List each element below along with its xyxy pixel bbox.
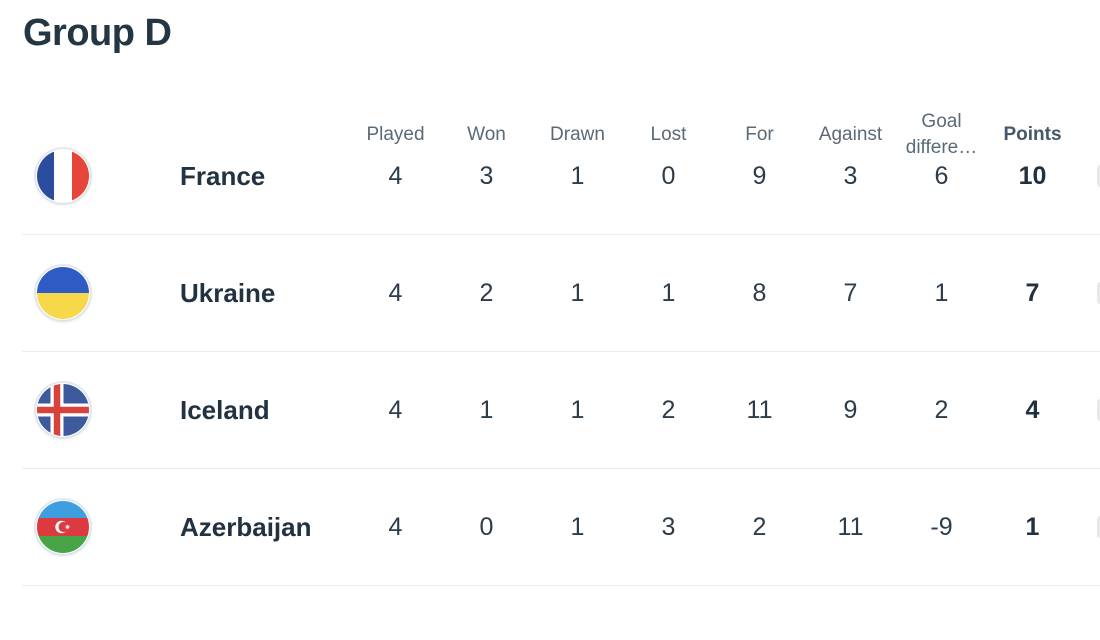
cell-goals-for: 2 [752, 512, 767, 541]
cell-goal-difference: 6 [934, 161, 949, 190]
team-name: Ukraine [180, 277, 276, 308]
cell-won: 0 [479, 512, 494, 541]
cell-drawn: 1 [570, 395, 585, 424]
cell-lost: 2 [661, 395, 676, 424]
cell-goals-against: 11 [837, 512, 864, 541]
cell-drawn: 1 [570, 161, 585, 190]
cell-goals-for: 11 [746, 395, 773, 424]
column-header-lost: Lost [650, 124, 687, 145]
table-row-azerbaijan[interactable]: Azerbaijan 4 0 1 3 2 11 -9 1 [22, 469, 1100, 586]
cell-goals-against: 3 [843, 161, 858, 190]
column-header-points: Points [1003, 124, 1062, 145]
team-name: France [180, 160, 266, 191]
page-title: Group D [23, 12, 172, 54]
team-cell: France [22, 149, 350, 203]
cell-goal-difference: 1 [934, 278, 949, 307]
cell-goals-against: 7 [843, 278, 858, 307]
cell-lost: 0 [661, 161, 676, 190]
row-overflow-indicator [1097, 399, 1100, 421]
column-header-won: Won [467, 124, 506, 145]
team-cell: Iceland [22, 383, 350, 437]
cell-won: 3 [479, 161, 494, 190]
cell-points: 4 [1025, 395, 1040, 424]
cell-played: 4 [388, 395, 403, 424]
column-header-played: Played [366, 124, 425, 145]
table-row-ukraine[interactable]: Ukraine 4 2 1 1 8 7 1 7 [22, 235, 1100, 352]
cell-played: 4 [388, 278, 403, 307]
team-name: Iceland [180, 394, 270, 425]
cell-goals-for: 9 [752, 161, 767, 190]
cell-points: 7 [1025, 278, 1040, 307]
cell-played: 4 [388, 161, 403, 190]
row-overflow-indicator [1097, 282, 1100, 304]
azerbaijan-flag-icon [36, 500, 90, 554]
table-row-iceland[interactable]: Iceland 4 1 1 2 11 9 2 4 [22, 352, 1100, 469]
cell-lost: 1 [661, 278, 676, 307]
table-header-row: Played Won Drawn Lost For Against Goal d… [22, 64, 1100, 158]
column-header-against: Against [818, 124, 883, 145]
cell-goal-difference: 2 [934, 395, 949, 424]
table-row-france[interactable]: France 4 3 1 0 9 3 6 10 [22, 118, 1100, 235]
cell-drawn: 1 [570, 278, 585, 307]
cell-points: 1 [1025, 512, 1040, 541]
row-overflow-indicator [1097, 165, 1100, 187]
column-header-drawn: Drawn [550, 124, 605, 145]
cell-won: 1 [479, 395, 494, 424]
cell-points: 10 [1018, 161, 1047, 190]
team-name: Azerbaijan [180, 511, 312, 542]
cell-goals-against: 9 [843, 395, 858, 424]
iceland-flag-icon [36, 383, 90, 437]
cell-won: 2 [479, 278, 494, 307]
france-flag-icon [36, 149, 90, 203]
team-cell: Ukraine [22, 266, 350, 320]
column-header-for: For [745, 124, 774, 145]
column-header-goal-difference: Goal differe… [905, 111, 978, 158]
cell-goals-for: 8 [752, 278, 767, 307]
cell-goal-difference: -9 [930, 512, 953, 541]
row-overflow-indicator [1097, 516, 1100, 538]
team-cell: Azerbaijan [22, 500, 350, 554]
cell-drawn: 1 [570, 512, 585, 541]
cell-lost: 3 [661, 512, 676, 541]
cell-played: 4 [388, 512, 403, 541]
ukraine-flag-icon [36, 266, 90, 320]
